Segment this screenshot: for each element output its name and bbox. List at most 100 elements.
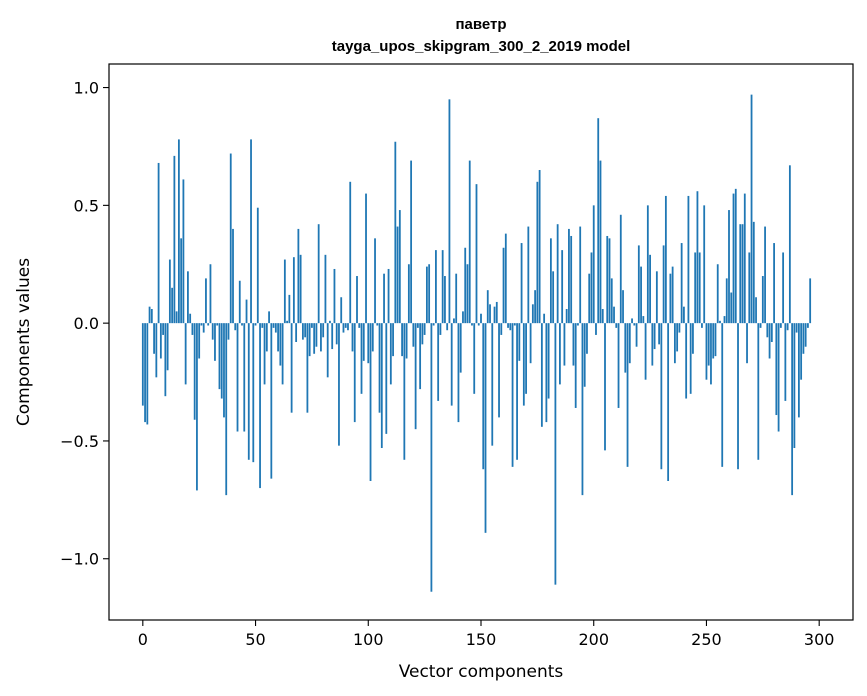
y-tick-label: 0.0 <box>74 314 99 333</box>
bar <box>430 323 433 592</box>
bar <box>516 323 518 460</box>
bar <box>223 323 225 418</box>
x-tick-label: 50 <box>245 630 265 649</box>
bar <box>795 323 798 333</box>
bar <box>268 311 270 324</box>
bar <box>770 323 773 342</box>
bar <box>421 323 424 345</box>
bar <box>642 316 645 324</box>
bar <box>766 323 769 338</box>
bar <box>703 205 706 324</box>
bar <box>705 323 708 380</box>
bar <box>234 323 237 331</box>
bar <box>338 323 340 446</box>
bar <box>349 181 352 324</box>
bar <box>633 323 636 326</box>
bar <box>202 323 205 333</box>
bar <box>157 162 160 324</box>
bar <box>457 323 460 423</box>
bar <box>340 297 343 324</box>
bar <box>538 170 541 324</box>
bar <box>313 323 316 354</box>
bar <box>297 228 300 324</box>
bar <box>696 191 699 324</box>
x-axis: 0 50 100 150 200 250 300 <box>138 620 835 649</box>
bar <box>166 323 169 371</box>
bar <box>216 323 219 326</box>
bar <box>518 323 521 361</box>
bar <box>484 323 487 533</box>
x-tick-label: 200 <box>578 630 609 649</box>
bar <box>473 323 476 394</box>
bar <box>232 228 234 324</box>
bar <box>347 323 349 331</box>
bar <box>565 309 568 324</box>
bar <box>491 323 494 446</box>
bar <box>342 323 345 333</box>
bar <box>739 224 742 324</box>
bar <box>701 323 703 328</box>
bar <box>403 323 406 460</box>
bar <box>486 290 489 324</box>
bar <box>714 323 717 357</box>
bar <box>238 280 241 324</box>
bar <box>459 323 462 373</box>
bar <box>689 323 692 394</box>
bar <box>559 323 561 385</box>
bar <box>398 210 401 324</box>
bar <box>651 323 654 366</box>
x-tick-label: 150 <box>466 630 497 649</box>
bar <box>507 323 509 328</box>
bar <box>536 181 539 324</box>
bar <box>649 254 651 324</box>
bar <box>250 139 252 324</box>
bar <box>764 226 766 324</box>
bar <box>410 160 413 324</box>
bar <box>570 235 573 324</box>
bar <box>662 245 665 324</box>
bar <box>583 323 586 387</box>
bar <box>211 323 214 340</box>
bar <box>568 228 570 324</box>
bar <box>214 323 216 361</box>
bar <box>344 323 347 328</box>
bar <box>437 323 440 401</box>
bar <box>351 323 354 352</box>
bar <box>401 323 403 357</box>
bar <box>173 155 176 324</box>
bar <box>797 323 800 418</box>
bar <box>374 238 376 324</box>
bar <box>592 205 595 324</box>
bar <box>725 278 728 324</box>
bar <box>153 323 155 354</box>
bar <box>626 323 629 467</box>
bar <box>315 323 318 347</box>
bar <box>272 323 275 328</box>
bar <box>624 323 627 373</box>
bar <box>196 323 198 491</box>
bar <box>480 313 482 324</box>
bar <box>286 320 289 324</box>
bar <box>680 243 683 324</box>
bar <box>782 252 785 324</box>
bar <box>441 250 444 324</box>
y-tick-label: 1.0 <box>74 79 99 98</box>
bar <box>619 214 622 324</box>
y-axis-label: Components values <box>14 258 34 426</box>
bar <box>788 165 791 324</box>
x-axis-label: Vector components <box>399 662 564 682</box>
bar <box>263 323 266 385</box>
bar <box>471 323 473 326</box>
bar <box>664 195 667 324</box>
bar <box>274 323 277 333</box>
bar <box>446 323 449 331</box>
bar <box>288 294 291 324</box>
bar <box>392 323 394 357</box>
bar <box>511 323 514 467</box>
bar <box>552 271 555 324</box>
bar <box>148 306 151 324</box>
x-tick-label: 300 <box>804 630 835 649</box>
bar <box>283 259 286 324</box>
bar <box>205 278 207 324</box>
